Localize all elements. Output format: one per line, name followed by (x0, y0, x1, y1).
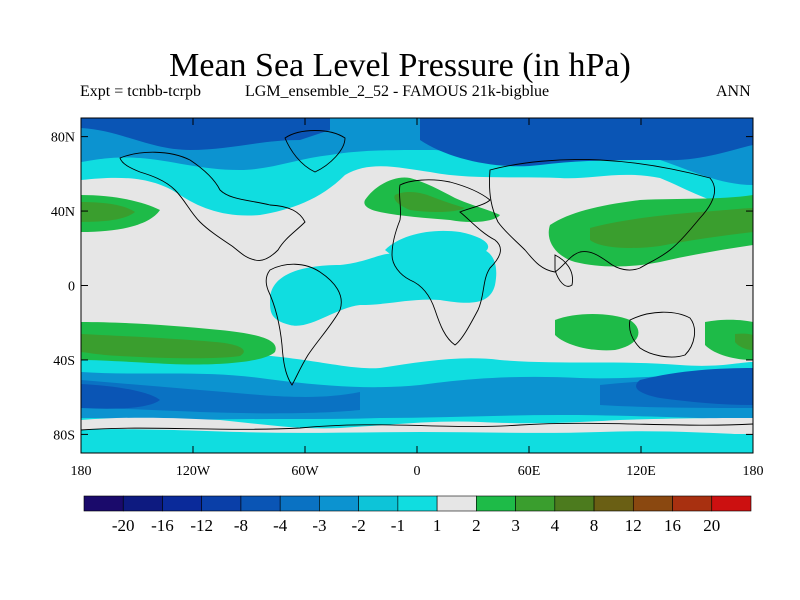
y-axis: 80N 40N 0 40S 80S (51, 131, 753, 443)
colorbar-swatch (632, 495, 673, 512)
coast-south-america (265, 263, 342, 386)
colorbar-swatch (397, 495, 438, 512)
x-tick-label: 0 (414, 464, 421, 479)
colorbar-label: -1 (391, 516, 405, 535)
subtitle-season: ANN (716, 83, 751, 100)
y-tick-label: 40N (51, 205, 75, 220)
coastline-layer (81, 130, 753, 431)
colorbar-swatch (162, 495, 203, 512)
x-axis: 180 120W 60W 0 60E 120E 180 (71, 118, 764, 479)
coast-india (554, 254, 573, 287)
coast-greenland (284, 130, 346, 173)
colorbar-label: -3 (312, 516, 326, 535)
colorbar-label: -12 (190, 516, 213, 535)
colorbar-label: 2 (472, 516, 481, 535)
colorbar-label: 3 (511, 516, 520, 535)
subtitle-experiment: Expt = tcnbb-tcrpb (80, 83, 201, 100)
y-tick-label: 0 (68, 280, 75, 295)
field-antarctic-light (81, 417, 753, 435)
x-tick-label: 180 (71, 464, 92, 479)
colorbar-swatch (672, 495, 713, 512)
chart-title: Mean Sea Level Pressure (in hPa) (169, 47, 631, 84)
colorbar-swatch (83, 495, 124, 512)
y-tick-label: 80S (53, 428, 75, 443)
field-southern-mid (81, 378, 753, 414)
y-tick-label: 80N (51, 131, 75, 146)
colorbar-swatch (436, 495, 477, 512)
coast-australia (629, 311, 696, 358)
field-pos-asia-core (590, 208, 753, 248)
colorbar-label: 20 (703, 516, 720, 535)
x-tick-label: 180 (743, 464, 764, 479)
colorbar-label: -8 (234, 516, 248, 535)
colorbar-label: 8 (590, 516, 599, 535)
colorbar-label: 12 (625, 516, 642, 535)
field-pos-spacific-west-core (735, 333, 753, 350)
colorbar-swatch (240, 495, 281, 512)
colorbar-swatch (122, 495, 163, 512)
x-tick-label: 120W (176, 464, 211, 479)
colorbar-swatch (711, 495, 752, 512)
colorbar-label: -20 (112, 516, 135, 535)
coast-north-america (119, 151, 306, 261)
colorbar: -20 -16 -12 -8 -4 -3 -2 -1 1 2 3 4 8 12 16 20 (83, 495, 752, 535)
colorbar-label: -4 (273, 516, 288, 535)
colorbar-swatch (319, 495, 359, 512)
field-pos-indian (555, 314, 639, 351)
colorbar-label: 4 (551, 516, 560, 535)
field-arctic-dark (81, 118, 753, 167)
field-pos-atlantic-core (394, 192, 465, 213)
colorbar-swatch (554, 495, 595, 512)
colorbar-swatch (476, 495, 516, 512)
colorbar-swatch (279, 495, 320, 512)
pressure-field-layer (81, 118, 753, 453)
colorbar-swatch (201, 495, 242, 512)
coast-europe-africa (391, 179, 501, 346)
coast-asia (489, 159, 715, 273)
colorbar-label: 16 (664, 516, 681, 535)
field-tropical-cyan (270, 230, 497, 326)
x-tick-label: 120E (626, 464, 656, 479)
coast-antarctica (81, 422, 753, 431)
subtitle-ensemble: LGM_ensemble_2_52 - FAMOUS 21k-bigblue (245, 83, 550, 100)
colorbar-swatch (358, 495, 399, 512)
y-tick-label: 40S (53, 354, 75, 369)
colorbar-swatch (515, 495, 556, 512)
field-pos-spacific-east-core (81, 334, 244, 359)
x-tick-label: 60W (291, 464, 319, 479)
field-antarctic-cyan (81, 429, 753, 453)
field-southern-dark (81, 368, 753, 409)
field-pos-npacific-west-core (81, 202, 135, 222)
colorbar-swatch (593, 495, 634, 512)
field-pos-spacific-west (705, 319, 753, 360)
colorbar-label: -2 (352, 516, 366, 535)
colorbar-label: 1 (433, 516, 442, 535)
x-tick-label: 60E (518, 464, 541, 479)
colorbar-label: -16 (151, 516, 174, 535)
